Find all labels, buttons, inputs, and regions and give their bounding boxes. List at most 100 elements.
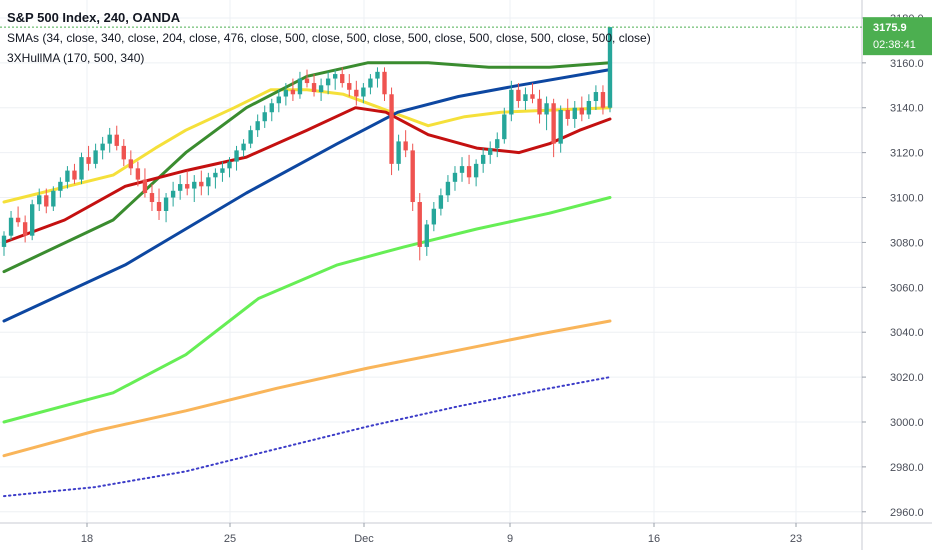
candle-body	[438, 195, 444, 209]
candle	[382, 67, 387, 102]
candle-body	[51, 190, 56, 207]
candle-body	[213, 172, 218, 178]
candle-body	[354, 89, 359, 97]
candle-body	[93, 150, 98, 164]
candle-body	[283, 89, 289, 97]
candle	[199, 170, 204, 196]
candle	[177, 175, 183, 200]
candle-body	[586, 101, 592, 115]
candle-body	[22, 222, 28, 236]
candle-body	[424, 224, 429, 247]
candle	[488, 141, 493, 164]
candle-body	[142, 179, 148, 194]
candle	[516, 83, 521, 108]
candle-body	[156, 202, 162, 211]
candle	[565, 98, 570, 126]
candle	[410, 143, 415, 211]
candle-body	[347, 83, 352, 90]
grid-lines	[0, 0, 862, 523]
candle	[1, 231, 7, 256]
candle	[241, 139, 246, 158]
candle	[276, 89, 281, 113]
candle	[347, 74, 352, 97]
candle	[100, 136, 105, 160]
candle	[480, 148, 486, 173]
y-tick-label: 2960.0	[890, 507, 924, 519]
x-tick-label: 16	[648, 533, 660, 545]
candle	[128, 150, 134, 176]
candle	[452, 166, 458, 191]
bar-countdown-label: 02:38:41	[873, 39, 916, 51]
candle-body	[304, 78, 310, 84]
candle-body	[311, 83, 317, 93]
hullma-indicator-legend[interactable]: 3XHullMA (170, 500, 340)	[7, 51, 144, 65]
price-axis[interactable]: 3180.03160.03140.03120.03100.03080.03060…	[862, 13, 924, 519]
candle-body	[593, 92, 599, 102]
y-tick-label: 3040.0	[890, 327, 924, 339]
candle-body	[290, 89, 296, 95]
candle	[558, 105, 563, 153]
candle-body	[255, 121, 260, 131]
candle-body	[149, 193, 155, 203]
candle-body	[170, 190, 176, 198]
candle	[65, 166, 70, 189]
x-tick-label: 18	[81, 533, 93, 545]
candle-body	[262, 112, 267, 122]
candle	[297, 71, 303, 99]
last-price-badge: 3175.9 02:38:41	[863, 17, 932, 56]
candle	[445, 175, 451, 203]
candle-body	[558, 109, 563, 144]
candle	[509, 80, 514, 122]
candle	[368, 74, 373, 95]
candle-body	[65, 170, 70, 182]
candle-body	[403, 141, 408, 151]
ma-series-line	[2, 68, 612, 323]
y-tick-label: 3100.0	[890, 193, 924, 205]
candle	[396, 134, 401, 171]
candle-body	[72, 170, 77, 180]
candle	[551, 98, 556, 158]
candle-body	[248, 130, 253, 144]
candle	[354, 80, 359, 106]
time-axis[interactable]: 18 25 Dec 9 16 23	[81, 523, 802, 545]
candle-body	[86, 157, 91, 164]
candle	[269, 98, 274, 122]
sma-indicator-legend[interactable]: SMAs (34, close, 340, close, 204, close,…	[7, 31, 651, 45]
candle	[523, 87, 528, 110]
candle	[502, 107, 507, 144]
candle-body	[537, 98, 542, 115]
candle-body	[431, 208, 437, 225]
candle	[431, 202, 437, 232]
candle-body	[502, 114, 507, 140]
candle	[8, 210, 14, 241]
candle	[234, 145, 239, 171]
candle-body	[565, 109, 570, 119]
ma-series-line	[2, 88, 612, 204]
candle-body	[121, 145, 126, 160]
candle	[227, 157, 232, 178]
chart-title[interactable]: S&P 500 Index, 240, OANDA	[7, 10, 181, 25]
candle-body	[495, 139, 500, 149]
candle	[22, 215, 28, 243]
candle	[107, 127, 112, 153]
candle-body	[480, 154, 486, 164]
candle-body	[269, 103, 274, 113]
last-price-label: 3175.9	[873, 22, 907, 34]
candle	[44, 188, 49, 214]
candle	[163, 193, 169, 223]
candle	[607, 26, 613, 113]
y-tick-label: 3160.0	[890, 58, 924, 70]
candle-body	[325, 78, 331, 86]
candle-body	[297, 78, 303, 95]
candle-body	[361, 87, 366, 97]
candle-body	[177, 184, 183, 191]
candle-body	[466, 166, 472, 178]
ma-series-line	[2, 106, 612, 244]
x-tick-label: 25	[224, 533, 236, 545]
moving-average-series	[2, 61, 612, 498]
candle-body	[572, 107, 577, 119]
y-tick-label: 3000.0	[890, 417, 924, 429]
candle	[213, 168, 218, 189]
candle-body	[318, 85, 324, 93]
